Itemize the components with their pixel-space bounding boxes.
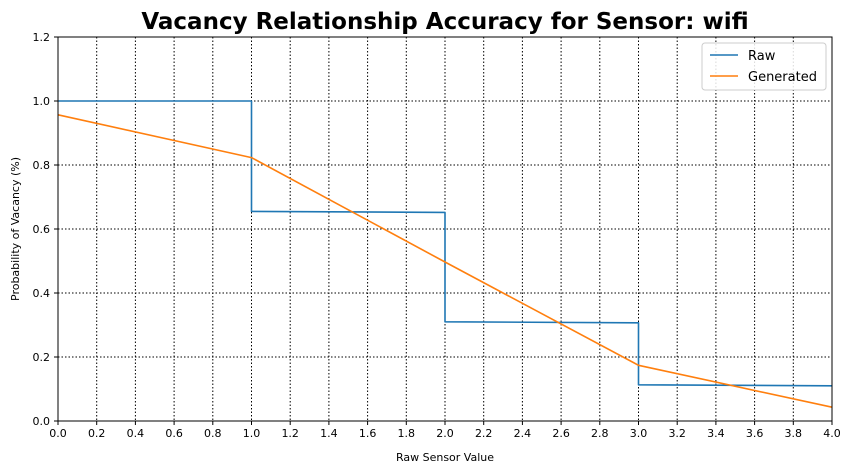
legend-label-raw: Raw <box>748 49 776 64</box>
x-tick-label: 0.6 <box>165 427 183 440</box>
y-tick-label: 0.8 <box>33 159 51 172</box>
x-tick-label: 0.2 <box>88 427 106 440</box>
x-tick-label: 3.2 <box>668 427 686 440</box>
y-tick-label: 0.4 <box>33 287 51 300</box>
x-tick-label: 3.0 <box>630 427 648 440</box>
chart-title: Vacancy Relationship Accuracy for Sensor… <box>141 9 748 35</box>
x-tick-label: 2.6 <box>552 427 570 440</box>
x-tick-label: 1.8 <box>398 427 416 440</box>
y-tick-label: 1.0 <box>33 95 51 108</box>
grid <box>58 37 832 421</box>
x-tick-label: 0.0 <box>49 427 67 440</box>
x-axis-label: Raw Sensor Value <box>396 451 494 464</box>
y-axis-label: Probability of Vacancy (%) <box>9 157 22 301</box>
x-tick-label: 3.8 <box>785 427 803 440</box>
x-tick-label: 3.4 <box>707 427 725 440</box>
x-tick-label: 1.4 <box>320 427 338 440</box>
series-line-generated <box>57 114 833 408</box>
series-line-raw <box>58 100 833 387</box>
x-tick-label: 1.2 <box>281 427 299 440</box>
series-lines <box>57 100 833 408</box>
x-tick-label: 1.0 <box>243 427 261 440</box>
x-tick-label: 2.2 <box>475 427 493 440</box>
x-tick-label: 0.8 <box>204 427 222 440</box>
x-tick-label: 1.6 <box>359 427 377 440</box>
x-tick-label: 3.6 <box>746 427 764 440</box>
x-tick-label: 2.0 <box>436 427 454 440</box>
y-tick-label: 1.2 <box>33 31 51 44</box>
legend-label-generated: Generated <box>748 70 817 85</box>
x-tick-label: 0.4 <box>127 427 145 440</box>
y-tick-label: 0.6 <box>33 223 51 236</box>
y-tick-label: 0.2 <box>33 351 51 364</box>
y-axis: 0.0 0.2 0.4 0.6 0.8 1.0 1.2 <box>33 31 58 428</box>
legend: Raw Generated <box>701 42 827 91</box>
x-tick-label: 4.0 <box>823 427 841 440</box>
x-tick-label: 2.4 <box>514 427 532 440</box>
y-tick-label: 0.0 <box>33 415 51 428</box>
x-tick-label: 2.8 <box>591 427 609 440</box>
x-axis: 0.0 0.2 0.4 0.6 0.8 1.0 1.2 1.4 1.6 1.8 2.0 2.2 2.4 2… <box>49 421 841 440</box>
